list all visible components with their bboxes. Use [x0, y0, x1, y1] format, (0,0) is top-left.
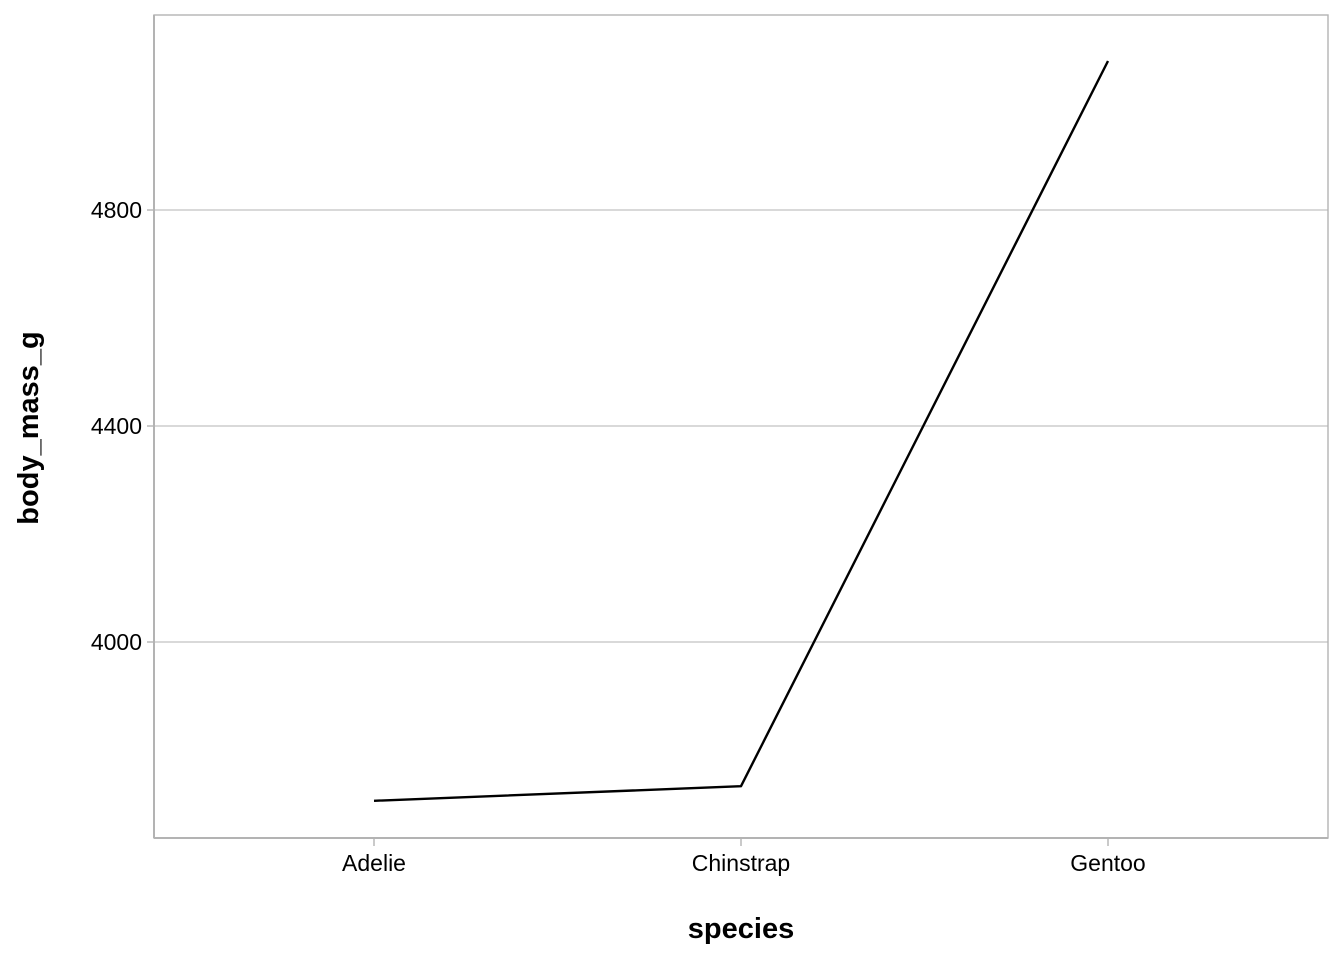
series-line — [373, 60, 1110, 802]
x-axis-title: species — [688, 913, 794, 945]
x-tick-label: Adelie — [342, 850, 406, 876]
x-tick-label: Chinstrap — [692, 850, 790, 876]
series-layer — [373, 60, 1110, 802]
axes — [147, 14, 1329, 846]
y-tick-label: 4000 — [91, 629, 142, 655]
y-tick-label: 4400 — [91, 413, 142, 439]
gridlines — [154, 209, 1328, 643]
x-tick-label: Gentoo — [1070, 850, 1145, 876]
y-axis-title: body_mass_g — [13, 331, 45, 524]
y-tick-labels: 4000 4400 4800 — [91, 197, 142, 655]
y-tick-label: 4800 — [91, 197, 142, 223]
x-tick-labels: Adelie Chinstrap Gentoo — [342, 850, 1146, 876]
